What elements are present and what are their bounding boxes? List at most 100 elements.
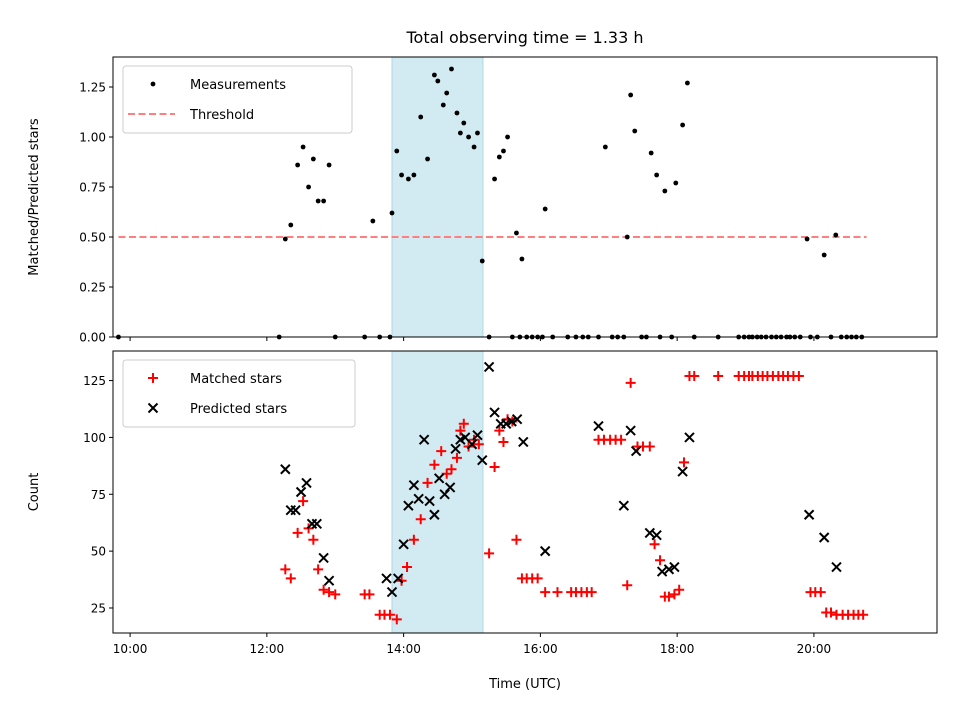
matched-point [280, 564, 291, 575]
measurement-point [662, 188, 668, 194]
ratio-panel: 0.00 0.25 0.50 0.75 1.00 1.25 Matched/Predicte… [27, 56, 938, 345]
matched-point [415, 514, 426, 525]
measurement-point [288, 222, 294, 228]
matched-point [436, 446, 447, 457]
matched-point [446, 464, 457, 475]
predicted-point [444, 482, 456, 493]
predicted-point [511, 414, 523, 425]
measurement-point [624, 234, 630, 240]
matched-point [429, 459, 440, 470]
figure-title: Total observing time = 1.33 h [405, 28, 643, 47]
measurement-point [411, 172, 417, 178]
measurement-point [440, 102, 446, 108]
predicted-point [285, 504, 297, 516]
matched-point [391, 614, 402, 625]
x-tick-label: 10:00 [113, 642, 148, 656]
legend-label: Measurements [190, 78, 286, 93]
legend-box [122, 359, 356, 428]
matched-point [540, 587, 551, 598]
matched-point [308, 534, 319, 545]
predicted-point [381, 573, 392, 584]
axes-frame [112, 350, 938, 634]
matched-point [364, 589, 375, 600]
measurement-point [454, 110, 460, 116]
matched-point [458, 418, 469, 429]
matched-point [484, 548, 495, 559]
measurement-point [685, 80, 690, 86]
predicted-point [489, 407, 500, 418]
matched-point [532, 573, 543, 584]
matched-point [384, 609, 395, 620]
matched-point [793, 371, 804, 382]
matched-point [622, 580, 633, 591]
matched-point [298, 496, 309, 507]
predicted-point [280, 464, 291, 475]
predicted-point [618, 500, 630, 511]
measurement-point [648, 150, 654, 156]
predicted-point [506, 416, 517, 427]
matched-point [674, 584, 685, 595]
legend: Matched stars Predicted stars [122, 359, 356, 428]
measurement-point [418, 114, 424, 120]
x-tick-label: 12:00 [250, 642, 285, 656]
matched-point [498, 436, 509, 447]
predicted-point [630, 445, 642, 457]
measurement-point [449, 66, 454, 72]
predicted-point [483, 361, 495, 373]
y-axis-label: Count [27, 473, 42, 512]
predicted-point [593, 420, 604, 432]
matched-point [858, 609, 869, 620]
legend-marker [147, 402, 159, 414]
measurement-point [282, 236, 288, 242]
measurement-point [306, 184, 311, 190]
matched-point [552, 587, 563, 598]
measurement-point [821, 252, 827, 258]
x-axis-label: Time (UTC) [488, 677, 561, 692]
measurement-point [431, 72, 437, 78]
matched-point [616, 434, 627, 445]
matched-point [655, 555, 666, 566]
count-panel: 25 50 75 100 125 10:00 12:00 14:00 16:00 18:00 20:… [27, 350, 938, 692]
matched-point [815, 587, 826, 598]
matched-point [422, 477, 433, 488]
y-tick-label: 125 [83, 374, 106, 388]
measurement-point [654, 172, 660, 178]
matched-point [408, 534, 419, 545]
predicted-point [677, 466, 688, 477]
series-matched-stars [280, 371, 869, 625]
measurement-point [466, 134, 471, 140]
matched-point [451, 452, 462, 463]
measurement-point [471, 144, 477, 150]
y-tick-label: 1.25 [79, 81, 106, 95]
predicted-point [311, 518, 322, 530]
measurement-point [519, 256, 525, 262]
measurement-point [475, 130, 480, 136]
predicted-point [386, 586, 398, 598]
legend-marker [148, 373, 158, 383]
measurement-point [479, 258, 485, 264]
y-tick-label: 0.50 [79, 231, 106, 245]
measurement-point [326, 162, 332, 168]
measurement-point [496, 154, 502, 160]
matched-point [402, 562, 413, 573]
legend-box [122, 65, 353, 134]
measurement-point [628, 92, 634, 98]
measurement-point [461, 120, 467, 126]
measurement-point [399, 172, 404, 178]
predicted-point [663, 564, 675, 575]
matched-point [318, 584, 329, 595]
measurement-point [394, 148, 400, 154]
y-tick-label: 0.00 [79, 331, 106, 345]
predicted-point [433, 473, 445, 484]
matched-point [678, 457, 689, 468]
measurement-point [680, 122, 686, 128]
predicted-point [625, 425, 636, 436]
predicted-point [429, 509, 440, 520]
predicted-point [500, 418, 512, 429]
matched-point [669, 589, 680, 600]
legend-label: Threshold [189, 108, 254, 123]
matched-point [663, 591, 674, 602]
x-tick-label: 20:00 [797, 642, 832, 656]
predicted-point [472, 429, 483, 441]
measurement-point [632, 128, 638, 134]
